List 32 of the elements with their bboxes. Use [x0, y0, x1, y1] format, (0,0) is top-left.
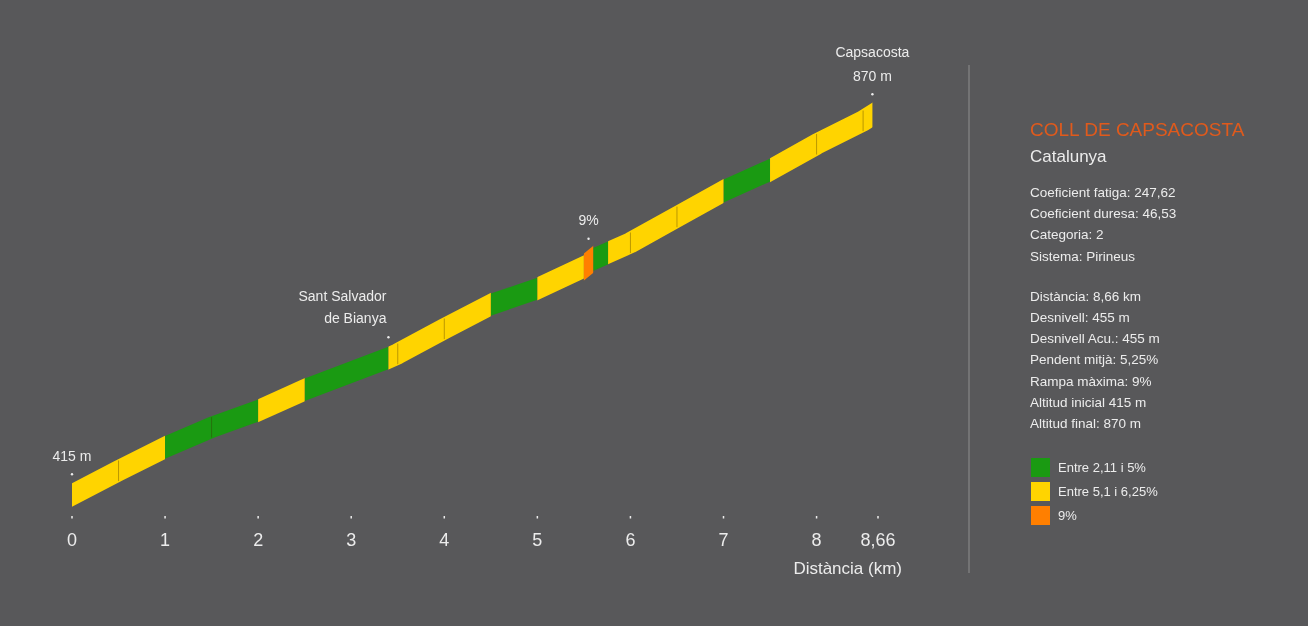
x-tick-label: 8: [811, 530, 822, 550]
text: Desnivell Acu.: 455 m: [1030, 331, 1160, 347]
x-tick-label: 2: [253, 530, 264, 550]
x-tick-label: 0: [66, 530, 78, 550]
text: Sistema: Pirineus: [1030, 248, 1136, 264]
text: Catalunya: [1030, 147, 1108, 166]
text: Desnivell: 455 m: [1030, 310, 1130, 325]
annotation: Sant Salvador de Bianya: [298, 288, 387, 327]
text: Coeficient duresa: 46,53: [1030, 206, 1177, 222]
x-tick-label: 6: [625, 530, 636, 550]
data-label: 870 m: [852, 68, 892, 85]
legend-label: Entre 5,1 i 6,25%: [1058, 484, 1159, 499]
text: Coeficient fatiga: 247,62: [1030, 185, 1176, 200]
x-tick-label: 4: [439, 530, 450, 550]
text: Pendent mitjà: 5,25%: [1030, 352, 1159, 368]
x-tick-label: 5: [532, 530, 543, 550]
x-axis-title: Distància (km): [793, 559, 902, 578]
x-tick-label: 1: [160, 530, 171, 550]
legend-label: Entre 2,11 i 5%: [1058, 460, 1147, 475]
text: COLL DE CAPSACOSTA: [1030, 119, 1245, 140]
text: Categoria: 2: [1030, 227, 1104, 243]
text: Rampa màxima: 9%: [1030, 373, 1152, 389]
data-label: 415 m: [52, 448, 92, 465]
text: Altitud final: 870 m: [1030, 416, 1142, 431]
x-tick-label: 3: [346, 530, 357, 550]
text: Altitud inicial 415 m: [1030, 394, 1147, 410]
legend-label: 9%: [1058, 508, 1078, 523]
annotation: 9%: [578, 211, 599, 228]
text: Capsacosta: [835, 44, 910, 61]
x-tick-label: 8,66: [860, 530, 896, 550]
text: Distància: 8,66 km: [1030, 288, 1142, 304]
x-tick-label: 7: [718, 530, 729, 550]
